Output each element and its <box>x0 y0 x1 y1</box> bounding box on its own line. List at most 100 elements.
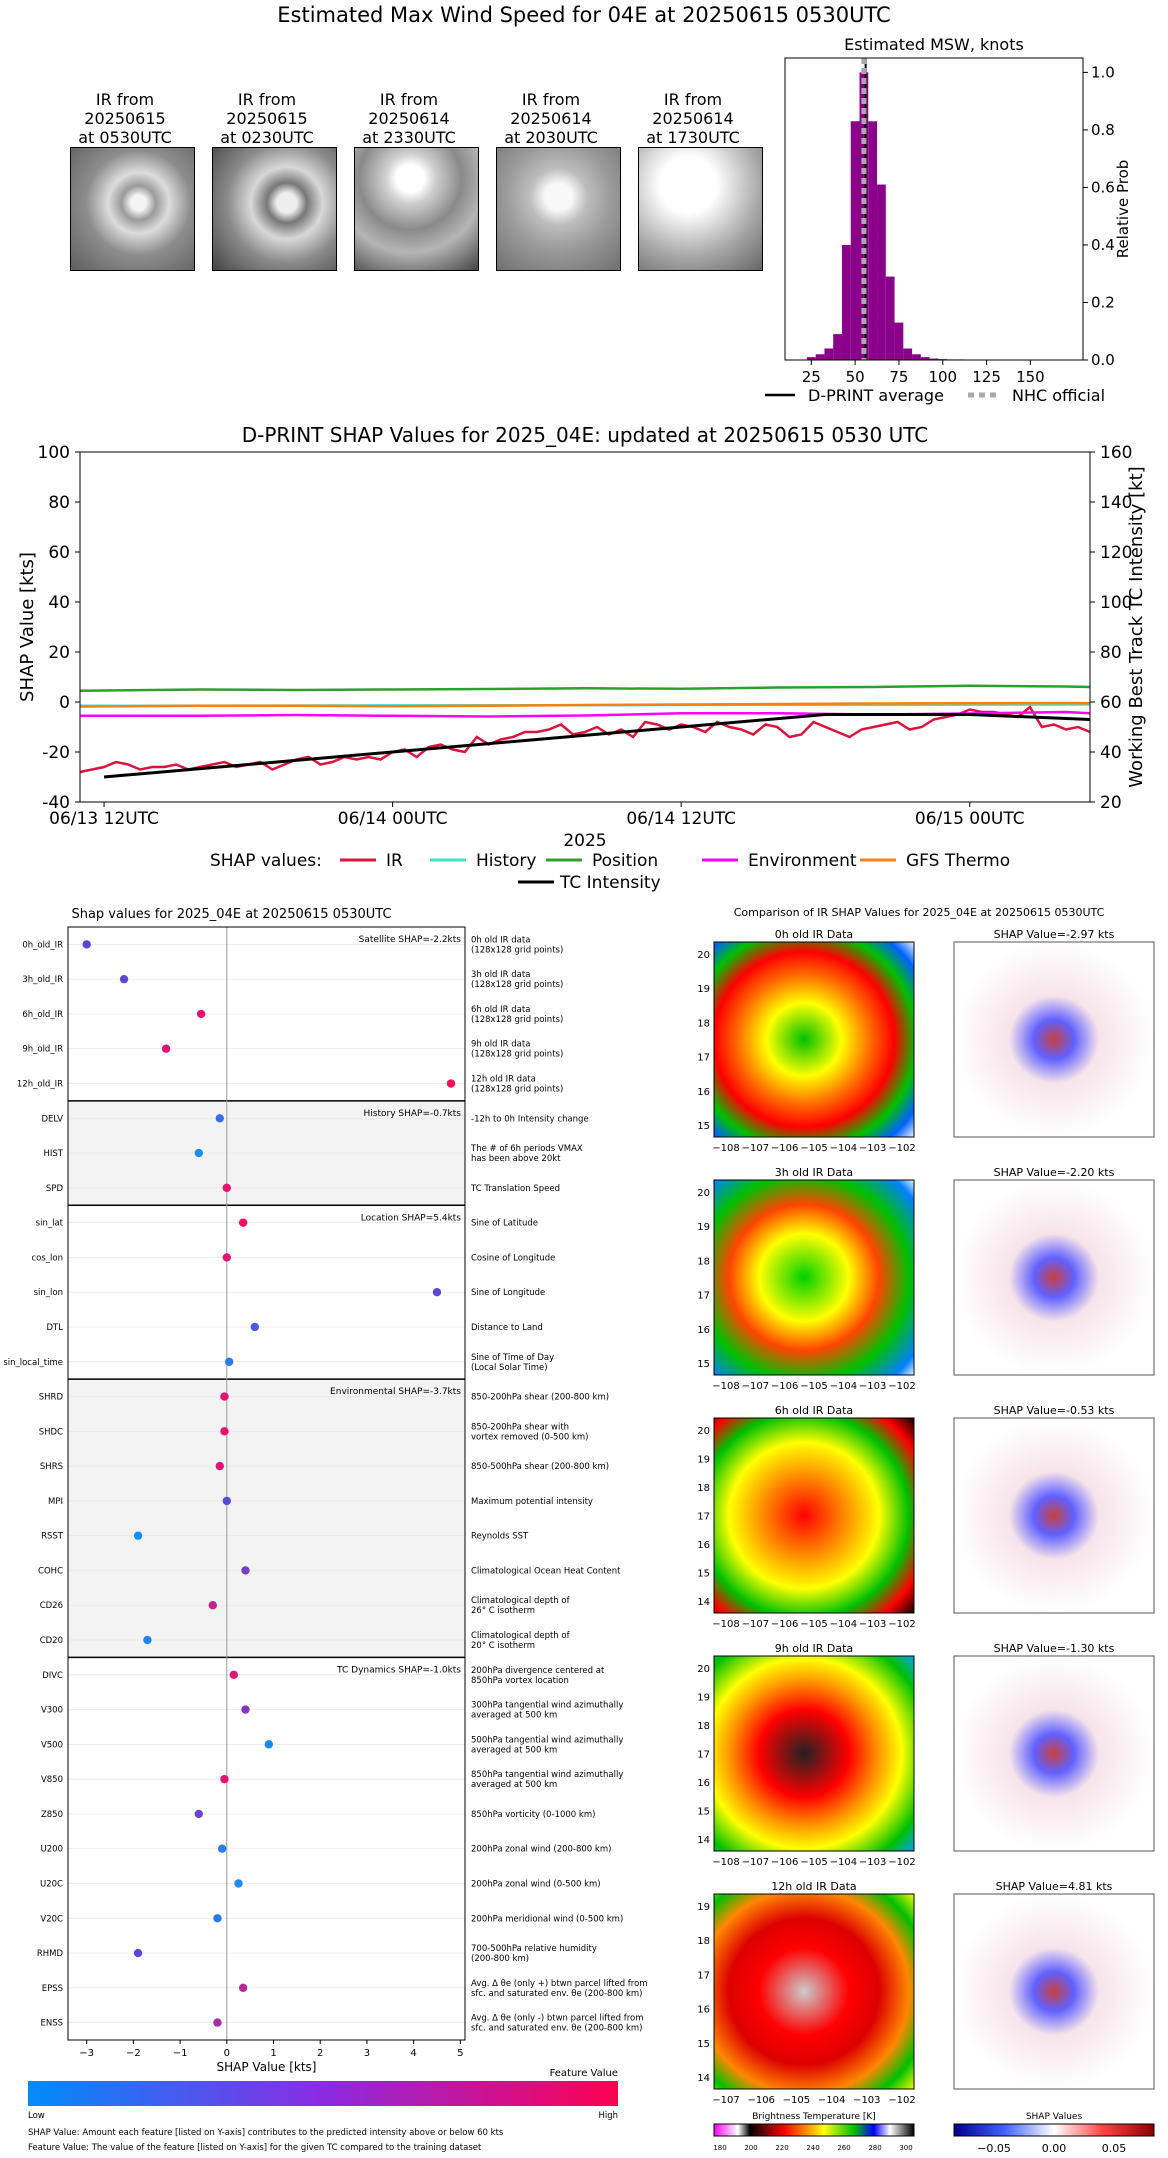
feature-label: V20C <box>40 1914 63 1924</box>
feature-label: SHRS <box>40 1462 63 1472</box>
feature-shap-point <box>82 940 91 949</box>
feature-label: V500 <box>41 1740 63 1750</box>
ir-y-tick-label: 19 <box>697 984 710 995</box>
x-tick-label: 06/15 00UTC <box>915 809 1025 829</box>
feature-description: Climatological depth of 26° C isotherm <box>471 1596 571 1616</box>
y-right-tick-label: 80 <box>1100 643 1122 663</box>
feature-label: 3h_old_IR <box>22 975 63 985</box>
bt-colorbar-tick: 300 <box>899 2144 912 2152</box>
feature-description: Sine of Time of Day (Local Solar Time) <box>471 1353 554 1373</box>
feature-shap-point <box>224 1357 234 1366</box>
histogram-bar <box>841 244 851 360</box>
x-tick-label: 125 <box>972 368 1001 386</box>
feature-shap-point <box>446 1079 456 1088</box>
histogram-bar <box>859 72 869 360</box>
series-line-position <box>79 684 1091 693</box>
ir-x-tick-label: −107 <box>742 1619 769 1630</box>
ir-x-tick-label: −104 <box>830 1381 857 1392</box>
feature-shap-point <box>213 2018 222 2027</box>
legend-label: IR <box>386 851 403 871</box>
x-axis-label: 2025 <box>563 831 606 851</box>
ir-x-tick-label: −107 <box>742 1143 769 1154</box>
ir-thumbnail-image <box>638 147 763 271</box>
colorbar-high-label: High <box>598 2111 618 2121</box>
feature-description: 850-500hPa shear (200-800 km) <box>471 1462 609 1472</box>
x-tick-label: 06/14 00UTC <box>338 809 448 829</box>
shap-panel-title: SHAP Value=-2.97 kts <box>994 928 1115 941</box>
y-tick-label: 0.2 <box>1091 293 1115 311</box>
msw-histogram: Estimated MSW, knots 25 50 75 100 125 150 0.0 0.… <box>765 35 1132 405</box>
ir-y-tick-label: 15 <box>697 1121 710 1132</box>
ir-x-tick-label: −105 <box>800 1619 827 1630</box>
bt-colorbar-tick: 200 <box>744 2144 757 2152</box>
histogram-bar <box>903 348 913 360</box>
legend-label: GFS Thermo <box>906 851 1010 871</box>
feature-shap-point <box>143 1635 152 1645</box>
ir-y-tick-label: 16 <box>697 2005 710 2016</box>
y-axis-label: Relative Prob <box>1114 160 1132 259</box>
ir-x-tick-label: −106 <box>771 1857 798 1868</box>
x-tick-label: 150 <box>1016 368 1045 386</box>
ir-y-tick-label: 16 <box>697 1778 710 1789</box>
feature-shap-point <box>220 1392 229 1401</box>
x-tick-label: 06/14 12UTC <box>626 809 736 829</box>
feature-shap-point <box>222 1253 231 1262</box>
x-tick-label: 3 <box>364 2048 370 2059</box>
ir-y-tick-label: 17 <box>697 1053 710 1064</box>
feature-shap-point <box>250 1322 260 1332</box>
histogram-bar <box>806 357 816 360</box>
ir-panel-title: 3h old IR Data <box>775 1166 853 1179</box>
ir-x-tick-label: −102 <box>888 2095 915 2106</box>
feature-shap-point <box>220 1427 229 1436</box>
shap-colorbar-tick: −0.05 <box>977 2142 1011 2155</box>
feature-description: 850hPa tangential wind azimuthally averag… <box>471 1770 623 1790</box>
shap-colorbar-title: SHAP Values <box>1026 2112 1083 2122</box>
ir-x-tick-label: −104 <box>830 1857 857 1868</box>
x-tick-label: −2 <box>126 2048 141 2059</box>
shap-panel-image <box>953 1417 1155 1614</box>
feature-label: SHRD <box>39 1393 64 1403</box>
feature-description: Climatological depth of 20° C isotherm <box>471 1631 571 1651</box>
feature-description: TC Translation Speed <box>470 1184 560 1194</box>
feature-description: The # of 6h periods VMAX has been above 2… <box>470 1144 583 1164</box>
feature-label: DIVC <box>42 1671 63 1681</box>
feature-shap-point <box>119 974 129 984</box>
bt-colorbar-tick: 280 <box>868 2144 881 2152</box>
feature-description: Distance to Land <box>471 1323 543 1333</box>
ir-thumbnail-image <box>496 147 621 271</box>
y-tick-label: 60 <box>48 543 70 563</box>
y-tick-label: 20 <box>48 643 70 663</box>
feature-description: 200hPa zonal wind (200-800 km) <box>471 1845 611 1855</box>
group-title: TC Dynamics SHAP=-1.0kts <box>336 1665 461 1675</box>
legend-nhc-label: NHC official <box>1012 386 1105 405</box>
feature-label: CD20 <box>40 1636 63 1646</box>
ir-y-tick-label: 19 <box>697 1455 710 1466</box>
x-tick-label: 25 <box>802 368 821 386</box>
feature-label: sin_lat <box>36 1219 64 1229</box>
series-line-gfs-thermo <box>79 701 1091 708</box>
ir-x-tick-label: −103 <box>859 1143 886 1154</box>
ir-thumbnail-image <box>354 147 479 271</box>
ir-panel-title: 0h old IR Data <box>775 928 853 941</box>
ir-y-tick-label: 14 <box>697 1835 710 1846</box>
feature-shap-point <box>238 1983 248 1993</box>
y-tick-label: 0.8 <box>1091 121 1115 139</box>
ir-x-tick-label: −107 <box>742 1857 769 1868</box>
ir-x-tick-label: −102 <box>888 1143 915 1154</box>
histogram-bar <box>824 348 834 360</box>
bt-colorbar-title: Brightness Temperature [K] <box>752 2112 876 2122</box>
ir-y-tick-label: 20 <box>697 1426 710 1437</box>
feature-description: Climatological Ocean Heat Content <box>471 1566 621 1576</box>
histogram-bar <box>912 354 921 360</box>
feature-description: Reynolds SST <box>471 1532 529 1542</box>
feature-label: U200 <box>41 1845 63 1855</box>
feature-description: 9h old IR data (128x128 grid points) <box>471 1040 563 1060</box>
legend-dprint-label: D-PRINT average <box>808 386 944 405</box>
feature-description: 850-200hPa shear with vortex removed (0-5… <box>471 1422 588 1442</box>
ir-y-tick-label: 17 <box>697 1291 710 1302</box>
y-right-tick-label: 120 <box>1100 543 1132 563</box>
y-tick-label: 1.0 <box>1091 63 1115 81</box>
ir-panel-image <box>713 1179 915 1376</box>
feature-shap-point <box>229 1670 239 1679</box>
ir-y-tick-label: 15 <box>697 2039 710 2050</box>
